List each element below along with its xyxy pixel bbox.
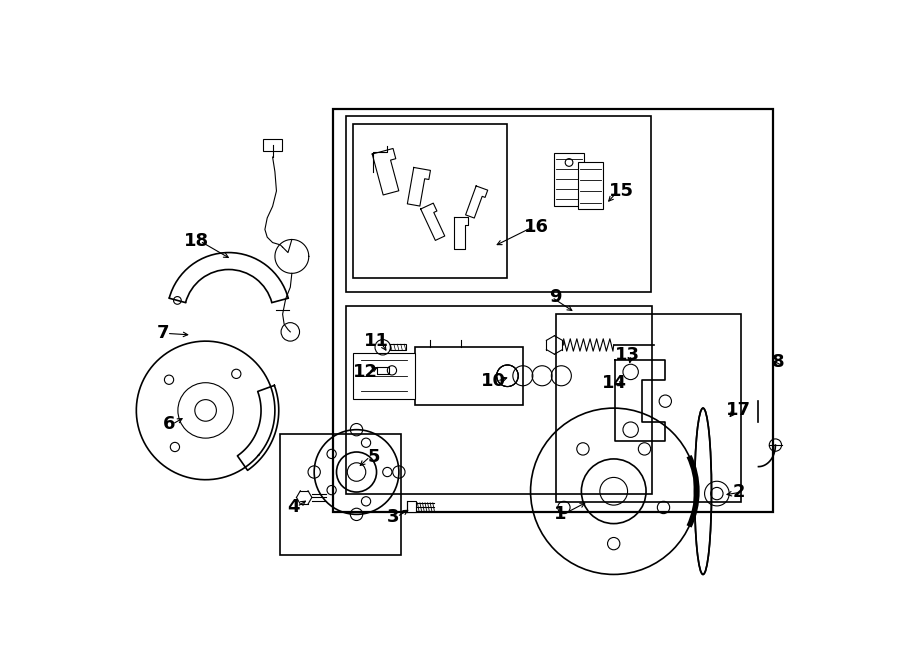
- Text: 1: 1: [554, 506, 566, 524]
- Text: 9: 9: [549, 288, 562, 306]
- Text: 7: 7: [157, 325, 169, 342]
- Text: 5: 5: [367, 447, 380, 465]
- Bar: [407, 501, 416, 512]
- Bar: [579, 163, 603, 209]
- Bar: [556, 314, 741, 502]
- Text: 17: 17: [726, 401, 751, 420]
- Bar: [354, 353, 415, 399]
- Text: 13: 13: [615, 346, 640, 364]
- Bar: [280, 434, 401, 555]
- Text: 12: 12: [353, 363, 377, 381]
- Text: 15: 15: [609, 182, 634, 200]
- Text: 10: 10: [482, 372, 506, 390]
- Text: 11: 11: [364, 332, 389, 350]
- Bar: [415, 347, 523, 405]
- Bar: [554, 153, 584, 206]
- Bar: [391, 344, 406, 350]
- Text: 18: 18: [184, 232, 209, 250]
- Bar: [354, 124, 508, 278]
- Bar: [333, 108, 773, 512]
- Text: 4: 4: [287, 498, 300, 516]
- Text: 14: 14: [602, 375, 627, 393]
- Text: 6: 6: [162, 415, 175, 433]
- Ellipse shape: [695, 408, 712, 574]
- Text: 16: 16: [524, 218, 548, 236]
- Text: 3: 3: [387, 508, 400, 525]
- Bar: [264, 139, 282, 151]
- Bar: [346, 116, 651, 292]
- Text: 8: 8: [772, 353, 785, 371]
- Text: 2: 2: [733, 483, 744, 501]
- Bar: [346, 307, 652, 494]
